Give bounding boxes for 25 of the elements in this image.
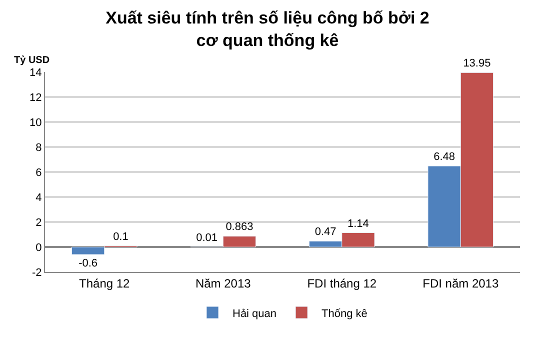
x-tick-label: FDI năm 2013 <box>422 276 499 290</box>
legend-label: Hải quan <box>232 308 277 320</box>
chart-title: Xuất siêu tính trên số liệu công bố bởi 2 cơ quan thống kê <box>106 8 430 50</box>
legend-label: Thống kê <box>322 308 368 320</box>
data-label: 0.47 <box>314 226 336 238</box>
y-tick-label: 0 <box>36 242 42 254</box>
x-tick-label: Tháng 12 <box>79 276 130 290</box>
y-tick-label: 6 <box>36 166 42 179</box>
y-tick-label: 14 <box>30 66 42 79</box>
data-label: 13.95 <box>463 58 491 70</box>
y-tick-label: 2 <box>36 216 42 229</box>
data-label: 6.48 <box>434 151 456 163</box>
x-tick-label: Năm 2013 <box>195 276 252 290</box>
data-label: 0.863 <box>226 221 254 234</box>
x-tick-label: FDI tháng 12 <box>307 276 377 290</box>
data-label: 0.1 <box>113 230 128 243</box>
y-tick-label: 12 <box>30 92 42 104</box>
y-tick-label: 8 <box>36 142 42 154</box>
y-tick-label: 4 <box>36 192 42 204</box>
y-tick-label: -2 <box>32 266 42 279</box>
data-label: 0.01 <box>196 232 218 244</box>
data-label: -0.6 <box>78 258 98 270</box>
y-axis-title: Tỷ USD <box>14 55 50 66</box>
data-label: 1.14 <box>347 218 369 230</box>
y-tick-label: 10 <box>30 116 42 129</box>
